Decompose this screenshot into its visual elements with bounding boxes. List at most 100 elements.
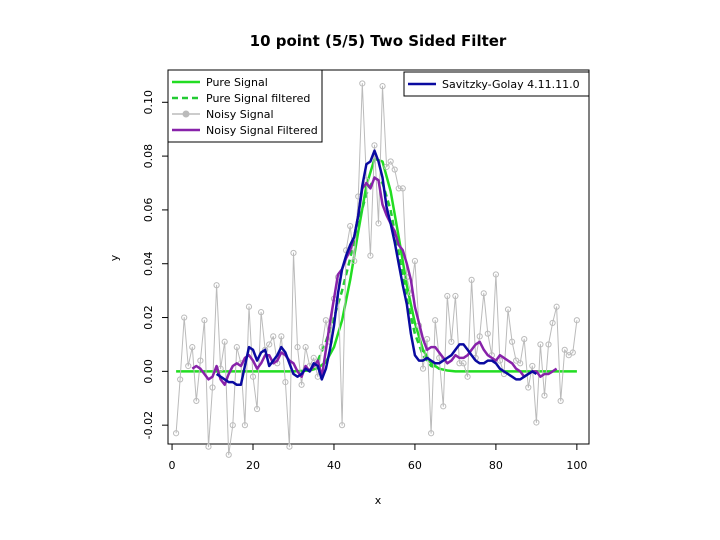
data-point xyxy=(213,282,220,289)
data-point xyxy=(367,252,374,259)
legend-marker xyxy=(182,110,190,118)
data-point xyxy=(193,397,200,405)
data-point xyxy=(241,422,249,429)
data-point xyxy=(428,430,435,437)
y-tick-label: 0.10 xyxy=(142,90,155,115)
y-tick-label: 0.04 xyxy=(142,251,155,276)
data-point xyxy=(338,422,346,429)
data-point xyxy=(322,317,329,324)
data-point xyxy=(245,303,253,310)
data-point xyxy=(318,344,325,351)
x-tick-label: 80 xyxy=(489,459,503,472)
data-point xyxy=(452,292,459,300)
x-tick-label: 60 xyxy=(408,459,422,472)
data-point xyxy=(460,360,467,367)
data-point xyxy=(371,142,378,149)
data-point xyxy=(302,344,309,351)
series-noisy-signal-filtered xyxy=(191,176,558,387)
legend-label: Noisy Signal xyxy=(206,108,274,121)
data-point xyxy=(464,373,471,380)
data-point xyxy=(177,376,184,383)
y-axis-label: y xyxy=(108,254,121,261)
data-point xyxy=(456,360,463,367)
data-point xyxy=(557,397,564,405)
legend-label: Noisy Signal Filtered xyxy=(206,124,318,137)
data-point xyxy=(278,333,285,340)
series-line-pure-signal-filtered xyxy=(316,176,440,370)
y-tick-label: -0.02 xyxy=(142,411,155,439)
data-point xyxy=(233,344,240,351)
data-point xyxy=(476,333,483,340)
data-point xyxy=(517,360,524,367)
data-point xyxy=(258,309,265,316)
data-point xyxy=(508,338,516,345)
data-point xyxy=(504,306,512,313)
data-point xyxy=(290,249,297,257)
data-point xyxy=(545,341,552,348)
data-point xyxy=(347,222,354,230)
x-axis-label: x xyxy=(375,494,382,507)
series-noisy-signal xyxy=(172,80,580,458)
legend-label: Pure Signal filtered xyxy=(206,92,310,105)
x-tick-label: 40 xyxy=(327,459,341,472)
data-point xyxy=(282,379,289,386)
data-point xyxy=(294,344,301,351)
series-savitzky-golay-4-11-11-0 xyxy=(215,149,538,387)
data-point xyxy=(189,344,196,351)
data-point xyxy=(201,317,208,324)
data-point xyxy=(521,335,528,343)
series-pure-signal-filtered xyxy=(316,176,440,370)
data-point xyxy=(569,349,576,356)
data-point xyxy=(553,303,560,310)
data-point xyxy=(444,292,451,300)
chart-title: 10 point (5/5) Two Sided Filter xyxy=(250,32,507,50)
data-point xyxy=(359,80,366,87)
data-point xyxy=(253,405,261,413)
data-point xyxy=(419,365,427,372)
data-point xyxy=(209,384,216,391)
x-axis: 0 20 40 60 80 100 xyxy=(169,443,587,472)
data-point xyxy=(197,357,204,364)
y-tick-label: 0.08 xyxy=(142,144,155,169)
data-point xyxy=(249,373,257,380)
y-axis: -0.02 0.00 0.02 0.04 0.06 0.08 0.10 xyxy=(142,90,169,439)
data-point xyxy=(387,158,394,165)
legend-right: Savitzky-Golay 4.11.11.0 xyxy=(403,71,590,97)
data-point xyxy=(221,338,228,345)
legend-label: Pure Signal xyxy=(206,76,268,89)
y-tick-label: 0.00 xyxy=(142,359,155,384)
data-point xyxy=(573,317,580,324)
data-point xyxy=(310,354,317,361)
legend-left: Pure Signal Pure Signal filtered Noisy Sig… xyxy=(167,69,323,143)
data-point xyxy=(529,362,536,370)
data-point xyxy=(468,276,475,283)
data-point xyxy=(205,443,212,450)
data-point xyxy=(181,314,188,321)
plot-area xyxy=(172,80,580,458)
data-point xyxy=(395,185,402,192)
data-point xyxy=(541,392,548,399)
data-point xyxy=(229,422,236,429)
series-line-noisy-signal-filtered xyxy=(191,176,558,387)
data-point xyxy=(533,419,540,426)
data-point xyxy=(432,317,439,324)
data-point xyxy=(383,163,390,170)
data-point xyxy=(375,220,382,227)
y-tick-label: 0.02 xyxy=(142,305,155,330)
data-point xyxy=(561,346,568,353)
x-tick-label: 20 xyxy=(246,459,260,472)
series-line-savitzky-golay-4-11-11-0 xyxy=(215,149,538,387)
data-point xyxy=(549,319,556,327)
data-point xyxy=(286,443,293,450)
x-tick-label: 0 xyxy=(169,459,176,472)
data-point xyxy=(225,451,232,458)
data-point xyxy=(391,166,398,173)
data-point xyxy=(448,338,455,345)
data-point xyxy=(484,330,491,337)
x-tick-label: 100 xyxy=(566,459,587,472)
data-point xyxy=(492,271,499,278)
data-point xyxy=(423,335,431,343)
data-point xyxy=(399,185,406,192)
data-point xyxy=(298,381,305,388)
